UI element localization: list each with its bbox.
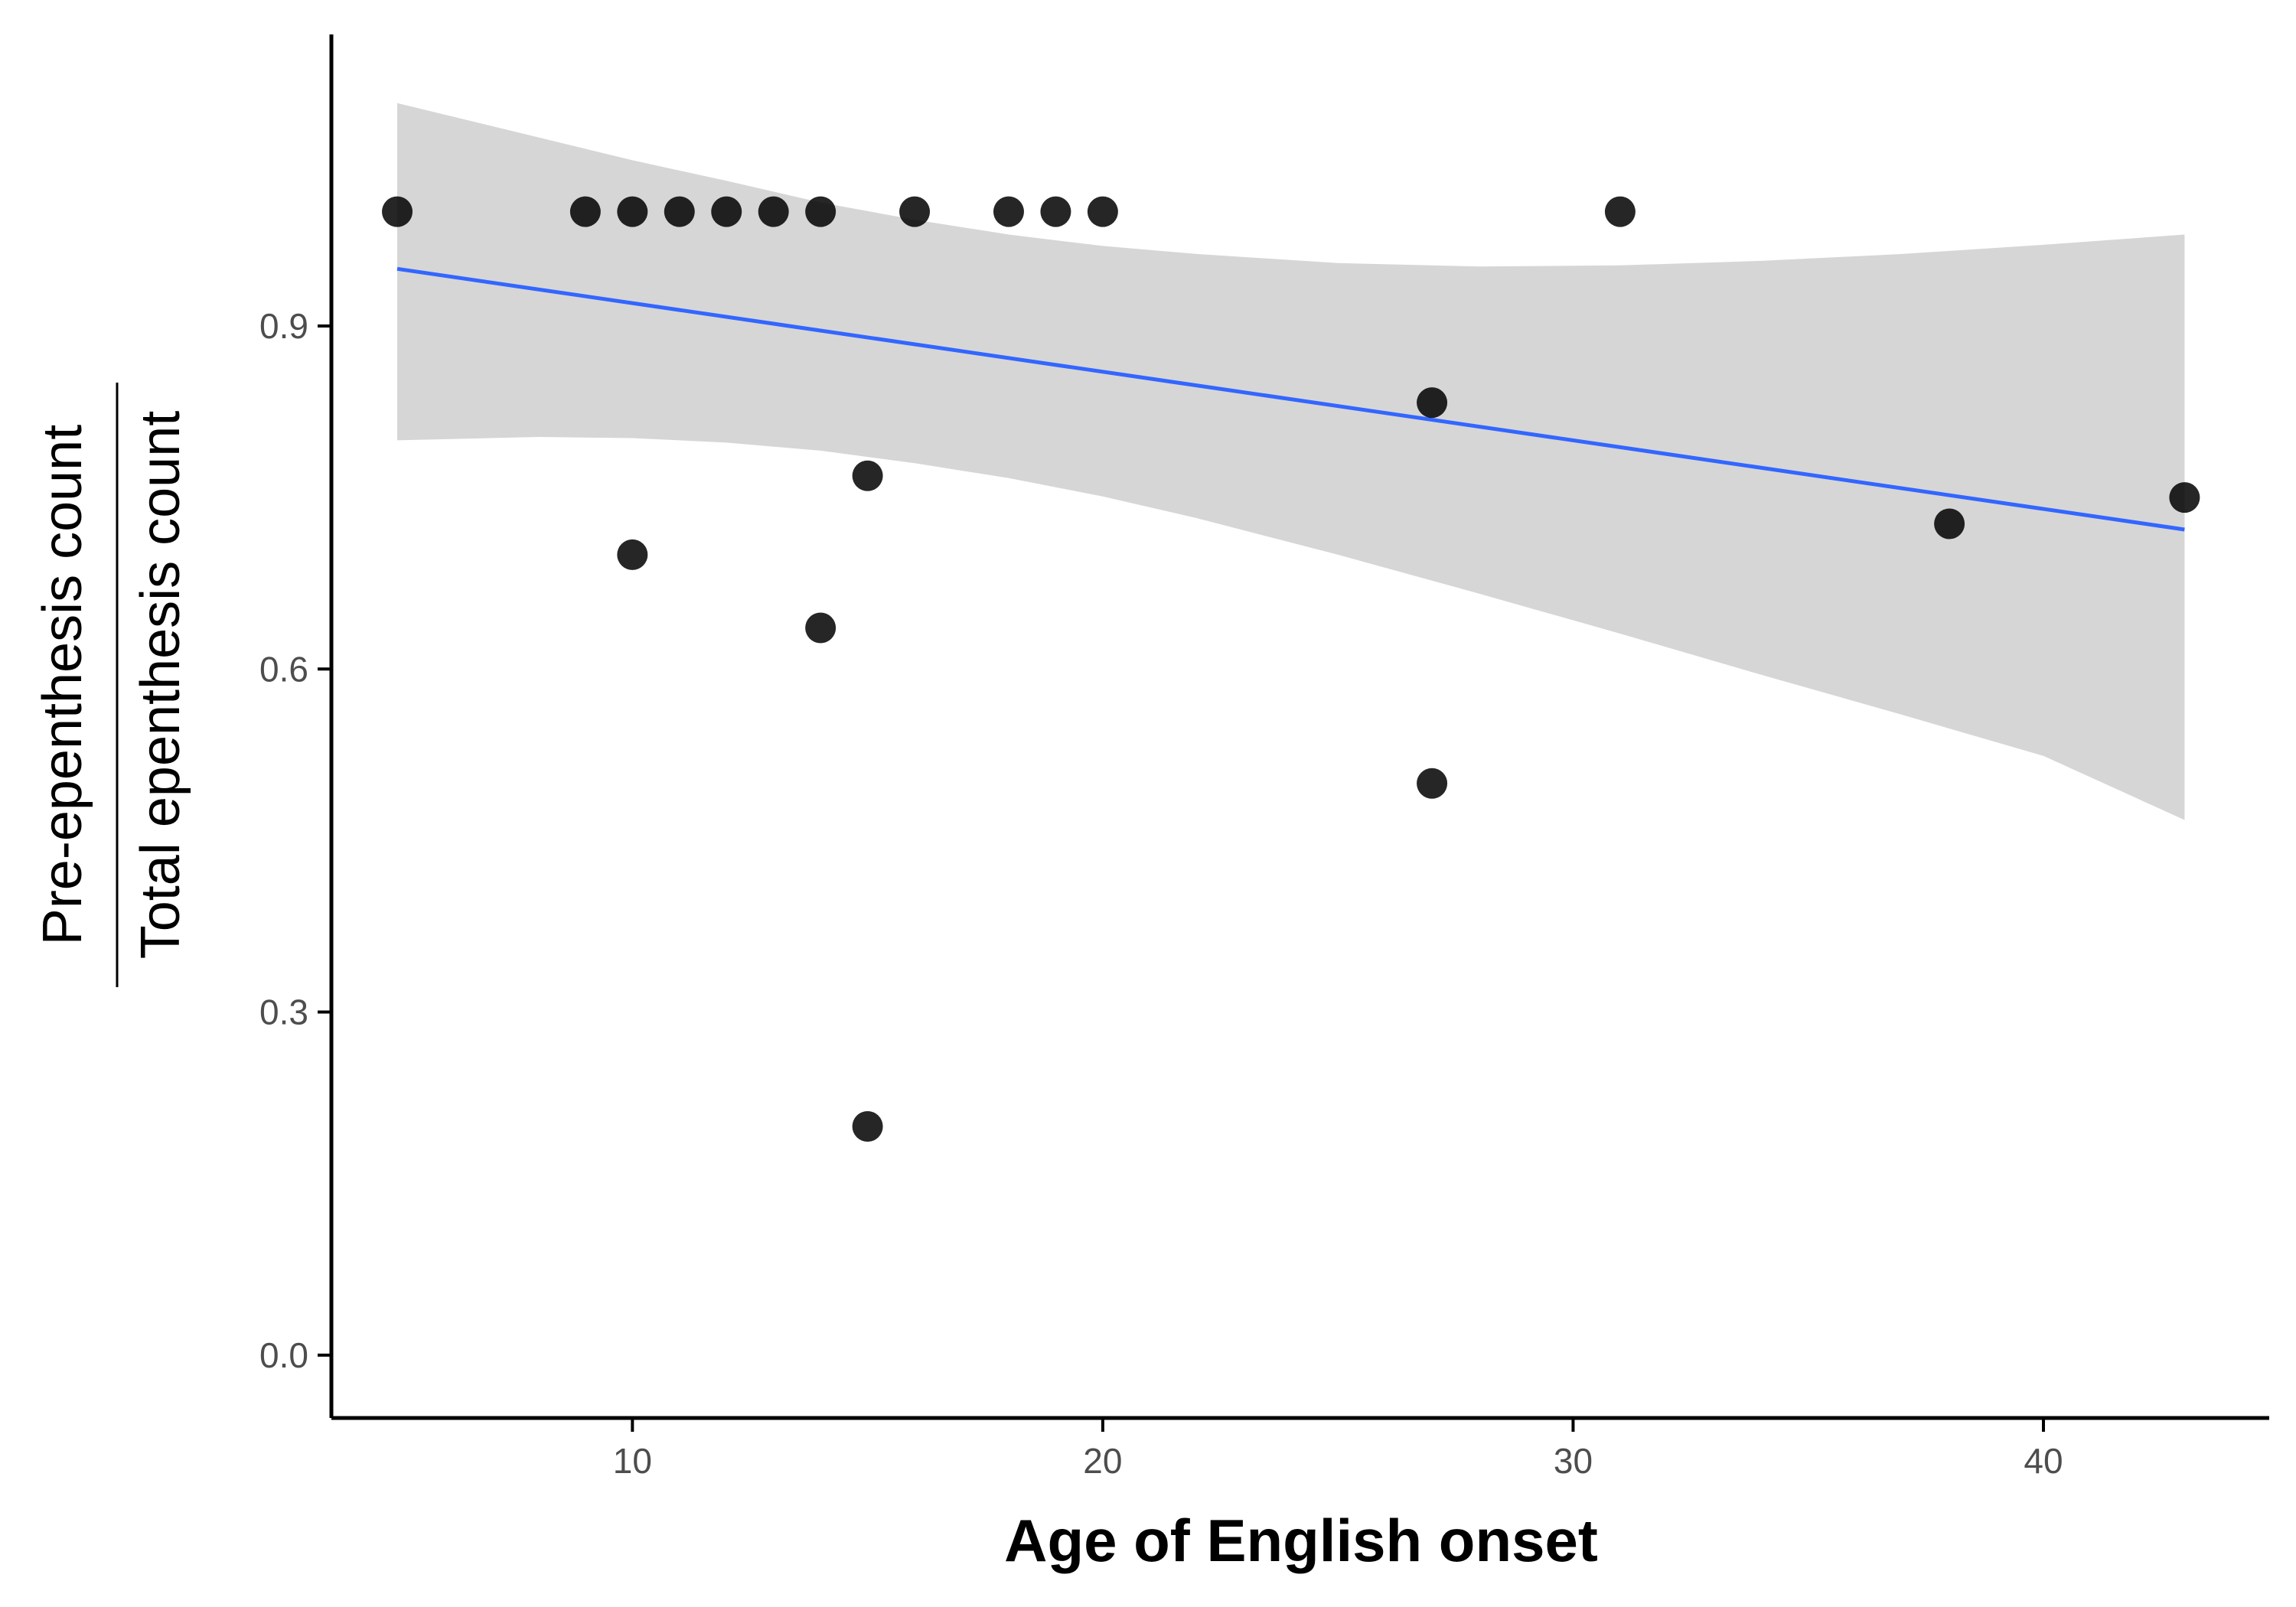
y-tick-label-0.9: 0.9 [259,306,308,346]
y-tick-label-0.0: 0.0 [259,1335,308,1375]
data-point-4 [664,196,695,227]
data-point-9 [993,196,1024,227]
y-axis-title: Pre-epenthesis count Total epenthesis co… [32,383,191,987]
y-axis-title-denominator: Total epenthesis count [130,411,191,959]
y-axis-ticks: 0.0 0.3 0.6 0.9 [259,306,331,1375]
data-point-20 [852,1110,883,1142]
regression-line [396,266,2185,532]
data-point-16 [1934,508,1965,539]
data-point-13 [1417,387,1448,419]
y-tick-label-0.6: 0.6 [259,649,308,689]
x-tick-label-20: 20 [1083,1441,1122,1481]
y-tick-label-0.3: 0.3 [259,993,308,1032]
x-tick-label-40: 40 [2024,1441,2063,1481]
data-point-1 [382,196,413,227]
x-axis-title: Age of English onset [1004,1507,1598,1574]
data-point-14 [852,460,883,491]
confidence-band [397,103,2185,820]
data-point-10 [1040,196,1071,227]
data-point-5 [711,196,742,227]
data-point-6 [758,196,789,227]
data-point-11 [1087,196,1118,227]
data-point-17 [617,539,648,570]
data-point-8 [899,196,931,227]
data-point-2 [569,196,601,227]
data-point-19 [1417,768,1448,799]
y-axis-title-numerator: Pre-epenthesis count [32,425,93,945]
data-point-15 [2169,482,2200,513]
x-tick-label-30: 30 [1554,1441,1593,1481]
x-axis-ticks: 10 20 30 40 [613,1418,2063,1481]
data-point-3 [617,196,648,227]
data-point-18 [805,612,837,644]
plot-area [382,103,2200,1142]
data-point-12 [1604,196,1636,227]
axes: 10 20 30 40 0.0 0.3 0.6 0.9 [259,34,2269,1481]
data-point-7 [805,196,837,227]
x-tick-label-10: 10 [613,1441,652,1481]
